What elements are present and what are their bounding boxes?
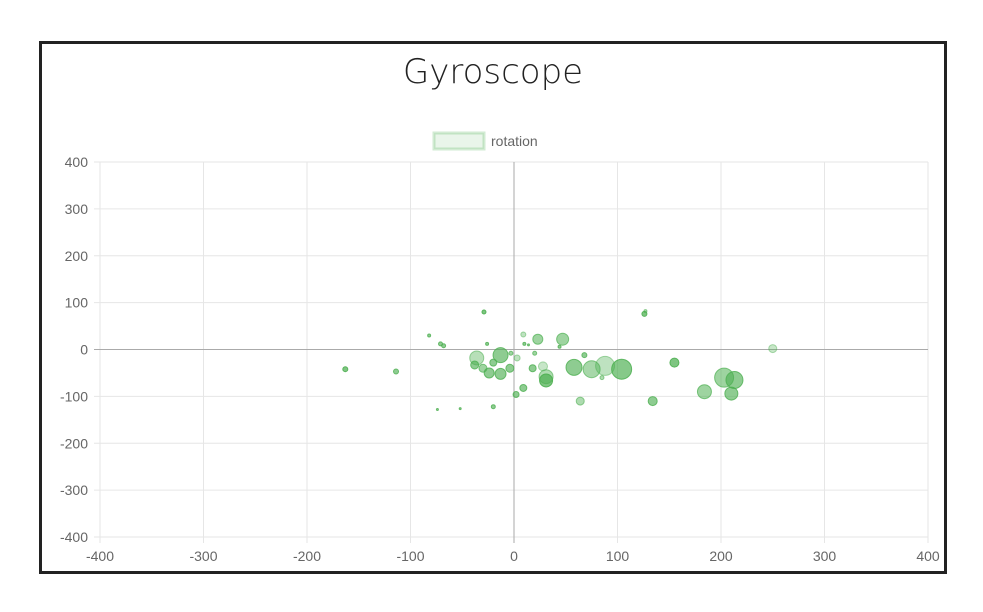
- data-point[interactable]: [557, 344, 562, 349]
- y-tick-label: -400: [60, 529, 88, 545]
- grid: [94, 161, 929, 543]
- x-tick-label: 0: [510, 548, 518, 564]
- data-point[interactable]: [526, 343, 530, 347]
- axes: [94, 162, 928, 543]
- y-tick-label: 200: [65, 248, 89, 264]
- data-point[interactable]: [647, 396, 658, 407]
- data-point[interactable]: [581, 352, 588, 359]
- y-tick-label: 100: [65, 295, 89, 311]
- x-tick-label: -200: [293, 548, 321, 564]
- x-tick-label: 200: [709, 548, 733, 564]
- data-point[interactable]: [441, 343, 447, 349]
- data-point[interactable]: [427, 333, 432, 338]
- legend[interactable]: rotation: [432, 131, 538, 151]
- data-point[interactable]: [565, 358, 583, 376]
- y-tick-label: -200: [60, 435, 88, 451]
- data-point[interactable]: [505, 363, 515, 373]
- data-points: [342, 309, 778, 411]
- legend-label: rotation: [491, 133, 538, 149]
- data-point[interactable]: [483, 367, 495, 379]
- data-point[interactable]: [492, 347, 509, 364]
- data-point[interactable]: [532, 350, 538, 356]
- scatter-chart: rotation -400 -300 -200 -100 0 100 200 300 400 40…: [60, 131, 940, 564]
- x-tick-label: 300: [813, 548, 837, 564]
- data-point[interactable]: [611, 358, 633, 380]
- data-point[interactable]: [490, 404, 496, 410]
- data-point[interactable]: [556, 332, 570, 346]
- data-point[interactable]: [508, 350, 514, 356]
- y-tick-label: 400: [65, 154, 89, 170]
- chart-title: Gyroscope: [402, 52, 584, 92]
- data-point[interactable]: [513, 354, 521, 362]
- data-point[interactable]: [393, 368, 400, 375]
- y-tick-label: -300: [60, 482, 88, 498]
- data-point[interactable]: [512, 391, 520, 398]
- x-tick-label: 400: [916, 548, 940, 564]
- data-point[interactable]: [724, 386, 739, 401]
- chart-frame: Gyroscope rotation -400 -300 -200 -100 0 100 2…: [39, 41, 947, 574]
- data-point[interactable]: [575, 396, 585, 406]
- data-point[interactable]: [494, 367, 507, 380]
- data-point[interactable]: [539, 373, 554, 388]
- data-point[interactable]: [342, 366, 349, 373]
- x-tick-label: -400: [86, 548, 114, 564]
- data-point[interactable]: [725, 370, 744, 389]
- y-tick-label: 300: [65, 201, 89, 217]
- data-point[interactable]: [643, 309, 648, 314]
- tick-labels: -400 -300 -200 -100 0 100 200 300 400 400 300 200 10…: [60, 154, 940, 564]
- data-point[interactable]: [520, 331, 527, 338]
- data-point[interactable]: [470, 360, 480, 370]
- data-point[interactable]: [532, 333, 544, 345]
- data-point[interactable]: [458, 407, 462, 411]
- data-point[interactable]: [768, 344, 778, 354]
- y-tick-label: -100: [60, 388, 88, 404]
- data-point[interactable]: [481, 309, 487, 315]
- data-point[interactable]: [696, 384, 712, 400]
- data-point[interactable]: [528, 364, 537, 373]
- x-tick-label: -100: [396, 548, 424, 564]
- data-point[interactable]: [519, 383, 528, 392]
- x-tick-label: 100: [606, 548, 630, 564]
- data-point[interactable]: [669, 357, 680, 368]
- data-point[interactable]: [522, 341, 527, 346]
- y-tick-label: 0: [80, 342, 88, 358]
- x-tick-label: -300: [189, 548, 217, 564]
- data-point[interactable]: [599, 375, 605, 381]
- data-point[interactable]: [435, 408, 439, 411]
- legend-swatch: [432, 131, 486, 151]
- data-point[interactable]: [485, 341, 490, 346]
